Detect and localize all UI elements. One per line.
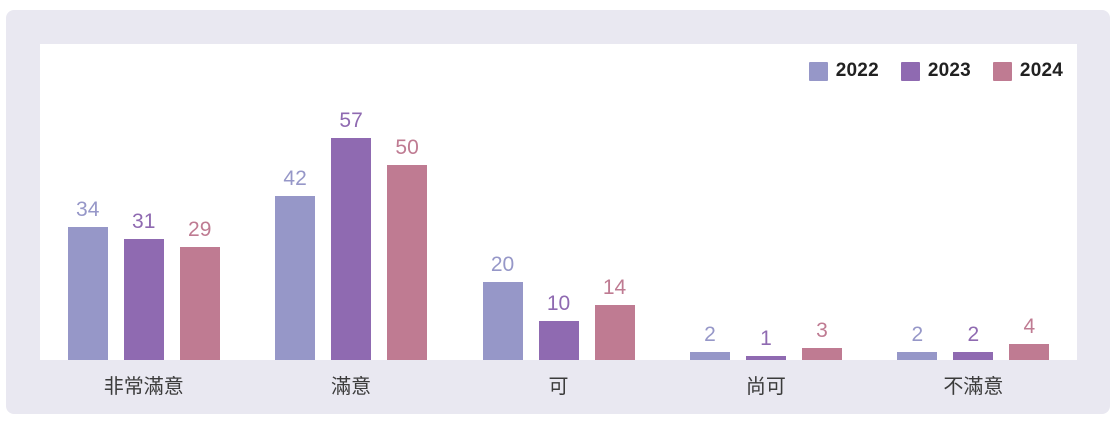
legend-swatch-icon: [992, 61, 1012, 81]
bar-with-label: 42: [275, 167, 316, 360]
legend: 2022 2023 2024: [808, 60, 1063, 82]
bar: [275, 196, 316, 360]
bar: [331, 138, 372, 360]
category-label: 尚可: [745, 376, 786, 398]
bar-group: 42 57 50: [247, 44, 454, 360]
bar-group: 20 10 14: [455, 44, 662, 360]
bar: [801, 348, 842, 360]
plot-area: 34 31 29 42 57 50 20 10 14 2 1 3 2 2 4 2022 2023 2024: [40, 44, 1077, 360]
bar-with-label: 34: [67, 198, 108, 360]
chart-card: 34 31 29 42 57 50 20 10 14 2 1 3 2 2 4 2022 2023 2024 非常…: [6, 10, 1110, 414]
bar-value-label: 4: [1023, 315, 1036, 338]
bar-with-label: 2: [897, 323, 938, 360]
legend-item: 2023: [900, 60, 971, 82]
bar: [123, 239, 164, 360]
bar-value-label: 34: [76, 198, 100, 221]
bar-value-label: 2: [967, 323, 980, 346]
bar-with-label: 29: [179, 218, 220, 360]
bar-with-label: 57: [331, 109, 372, 360]
legend-label: 2024: [1019, 60, 1063, 81]
legend-label: 2023: [927, 60, 971, 81]
legend-label: 2022: [835, 60, 879, 81]
bar-value-label: 2: [704, 323, 716, 346]
bar-value-label: 42: [283, 167, 307, 190]
category-label: 滿意: [331, 376, 372, 398]
bar: [1009, 344, 1050, 360]
category-label: 不滿意: [943, 376, 1004, 398]
bar-value-label: 50: [395, 136, 419, 159]
bar-with-label: 31: [123, 210, 164, 360]
bar-value-label: 20: [490, 253, 515, 276]
bar-with-label: 2: [953, 323, 994, 360]
legend-swatch-icon: [808, 61, 828, 81]
bar-group: 2 1 3: [662, 44, 869, 360]
bar: [67, 227, 108, 360]
bar-group: 34 31 29: [40, 44, 247, 360]
bar: [745, 356, 786, 360]
bar-value-label: 10: [546, 292, 571, 315]
legend-swatch-icon: [900, 61, 920, 81]
legend-item: 2022: [808, 60, 879, 82]
bar: [179, 247, 220, 360]
bar-value-label: 3: [816, 319, 828, 342]
bar-group: 2 2 4: [870, 44, 1077, 360]
bar-with-label: 50: [387, 136, 428, 360]
bar-value-label: 29: [188, 218, 212, 241]
legend-item: 2024: [992, 60, 1063, 82]
bar-with-label: 10: [538, 292, 579, 360]
bar: [689, 352, 730, 360]
bar-value-label: 14: [602, 276, 627, 299]
bar-with-label: 3: [801, 319, 842, 360]
bar: [953, 352, 994, 360]
bar: [387, 165, 428, 360]
bar-value-label: 57: [339, 109, 363, 132]
x-axis-labels: 非常滿意 滿意 可 尚可 不滿意: [40, 360, 1077, 399]
bar-with-label: 4: [1009, 315, 1050, 360]
bar-with-label: 1: [745, 327, 786, 360]
bar: [482, 282, 523, 360]
bar-with-label: 14: [594, 276, 635, 360]
bar-groups: 34 31 29 42 57 50 20 10 14 2 1 3 2 2 4: [40, 44, 1077, 360]
category-label: 可: [548, 376, 569, 398]
bar: [538, 321, 579, 360]
category-label: 非常滿意: [103, 376, 184, 398]
bar-with-label: 20: [482, 253, 523, 360]
bar-with-label: 2: [689, 323, 730, 360]
bar-value-label: 31: [132, 210, 156, 233]
bar: [594, 305, 635, 360]
bar: [897, 352, 938, 360]
bar-value-label: 2: [911, 323, 924, 346]
bar-value-label: 1: [760, 327, 772, 350]
